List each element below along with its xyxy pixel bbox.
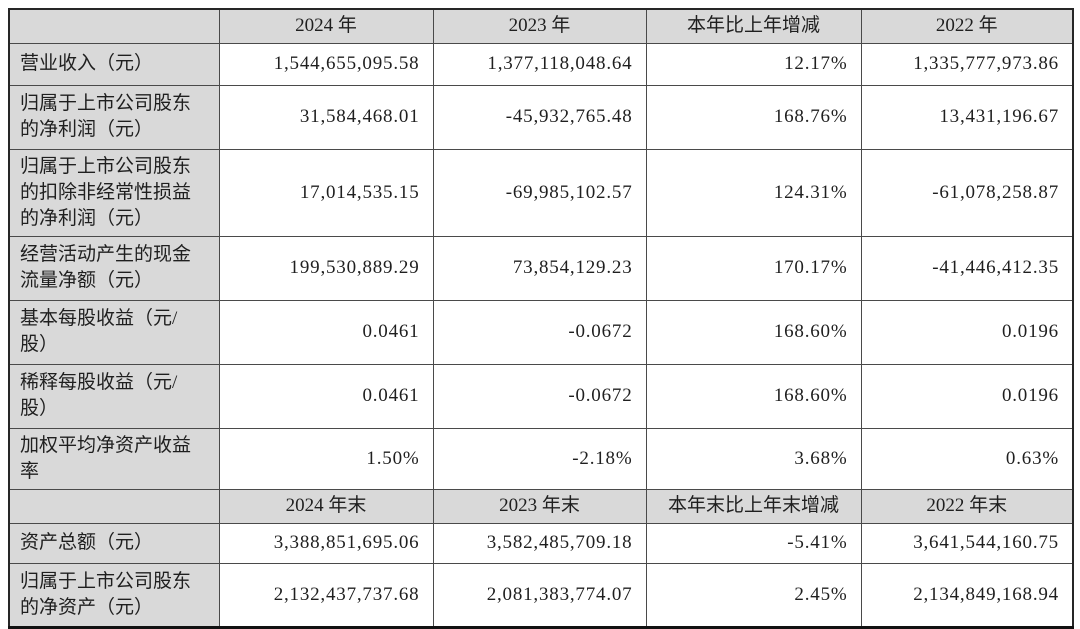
- col-header-2024-end: 2024 年末: [218, 488, 434, 524]
- corner-header-cell: [8, 488, 220, 524]
- value-2024: 2,132,437,737.68: [218, 562, 434, 628]
- value-2023: -69,985,102.57: [432, 148, 647, 237]
- row-label: 基本每股收益（元/股）: [8, 299, 220, 365]
- row-label: 归属于上市公司股东的扣除非经常性损益的净利润（元）: [8, 148, 220, 237]
- value-change: 12.17%: [645, 42, 862, 86]
- row-label: 稀释每股收益（元/股）: [8, 363, 220, 429]
- value-change: 124.31%: [645, 148, 862, 237]
- value-2023: 2,081,383,774.07: [432, 562, 647, 628]
- value-change: 3.68%: [645, 427, 862, 490]
- value-change: -5.41%: [645, 522, 862, 564]
- col-header-2024: 2024 年: [218, 8, 434, 44]
- value-2022: 0.0196: [860, 363, 1074, 429]
- value-2023: -2.18%: [432, 427, 647, 490]
- value-2022: -61,078,258.87: [860, 148, 1074, 237]
- value-change: 2.45%: [645, 562, 862, 628]
- value-change: 168.60%: [645, 363, 862, 429]
- row-total-assets: 资产总额（元） 3,388,851,695.06 3,582,485,709.1…: [8, 522, 1074, 564]
- value-2024: 199,530,889.29: [218, 235, 434, 301]
- row-operating-revenue: 营业收入（元） 1,544,655,095.58 1,377,118,048.6…: [8, 42, 1074, 86]
- value-2022: 2,134,849,168.94: [860, 562, 1074, 628]
- value-2024: 0.0461: [218, 363, 434, 429]
- row-label: 营业收入（元）: [8, 42, 220, 86]
- col-header-yoy-change: 本年比上年增减: [645, 8, 862, 44]
- row-label: 归属于上市公司股东的净资产（元）: [8, 562, 220, 628]
- row-label: 资产总额（元）: [8, 522, 220, 564]
- value-change: 170.17%: [645, 235, 862, 301]
- row-weighted-avg-roe: 加权平均净资产收益率 1.50% -2.18% 3.68% 0.63%: [8, 427, 1074, 490]
- row-label: 归属于上市公司股东的净利润（元）: [8, 84, 220, 150]
- col-header-2022-end: 2022 年末: [860, 488, 1074, 524]
- value-2022: 1,335,777,973.86: [860, 42, 1074, 86]
- col-header-2022: 2022 年: [860, 8, 1074, 44]
- value-2024: 1,544,655,095.58: [218, 42, 434, 86]
- annual-header-row: 2024 年 2023 年 本年比上年增减 2022 年: [8, 8, 1074, 44]
- value-change: 168.76%: [645, 84, 862, 150]
- value-2024: 1.50%: [218, 427, 434, 490]
- corner-header-cell: [8, 8, 220, 44]
- value-2022: 0.0196: [860, 299, 1074, 365]
- value-2022: -41,446,412.35: [860, 235, 1074, 301]
- row-label: 经营活动产生的现金流量净额（元）: [8, 235, 220, 301]
- row-net-profit-attributable: 归属于上市公司股东的净利润（元） 31,584,468.01 -45,932,7…: [8, 84, 1074, 150]
- value-2023: -0.0672: [432, 363, 647, 429]
- row-diluted-eps: 稀释每股收益（元/股） 0.0461 -0.0672 168.60% 0.019…: [8, 363, 1074, 429]
- col-header-2023-end: 2023 年末: [432, 488, 647, 524]
- financial-summary-table: 2024 年 2023 年 本年比上年增减 2022 年 营业收入（元） 1,5…: [8, 8, 1074, 629]
- row-label: 加权平均净资产收益率: [8, 427, 220, 490]
- eoy-header-row: 2024 年末 2023 年末 本年末比上年末增减 2022 年末: [8, 488, 1074, 524]
- value-2024: 17,014,535.15: [218, 148, 434, 237]
- value-2024: 0.0461: [218, 299, 434, 365]
- value-2022: 13,431,196.67: [860, 84, 1074, 150]
- value-2023: -45,932,765.48: [432, 84, 647, 150]
- value-2023: 73,854,129.23: [432, 235, 647, 301]
- col-header-eoy-change: 本年末比上年末增减: [645, 488, 862, 524]
- col-header-2023: 2023 年: [432, 8, 647, 44]
- value-2022: 0.63%: [860, 427, 1074, 490]
- value-2023: -0.0672: [432, 299, 647, 365]
- value-2022: 3,641,544,160.75: [860, 522, 1074, 564]
- row-basic-eps: 基本每股收益（元/股） 0.0461 -0.0672 168.60% 0.019…: [8, 299, 1074, 365]
- value-2023: 3,582,485,709.18: [432, 522, 647, 564]
- row-net-profit-excl-nonrecurring: 归属于上市公司股东的扣除非经常性损益的净利润（元） 17,014,535.15 …: [8, 148, 1074, 237]
- value-2024: 3,388,851,695.06: [218, 522, 434, 564]
- value-2024: 31,584,468.01: [218, 84, 434, 150]
- row-net-assets-attributable: 归属于上市公司股东的净资产（元） 2,132,437,737.68 2,081,…: [8, 562, 1074, 628]
- value-2023: 1,377,118,048.64: [432, 42, 647, 86]
- row-operating-cash-flow: 经营活动产生的现金流量净额（元） 199,530,889.29 73,854,1…: [8, 235, 1074, 301]
- value-change: 168.60%: [645, 299, 862, 365]
